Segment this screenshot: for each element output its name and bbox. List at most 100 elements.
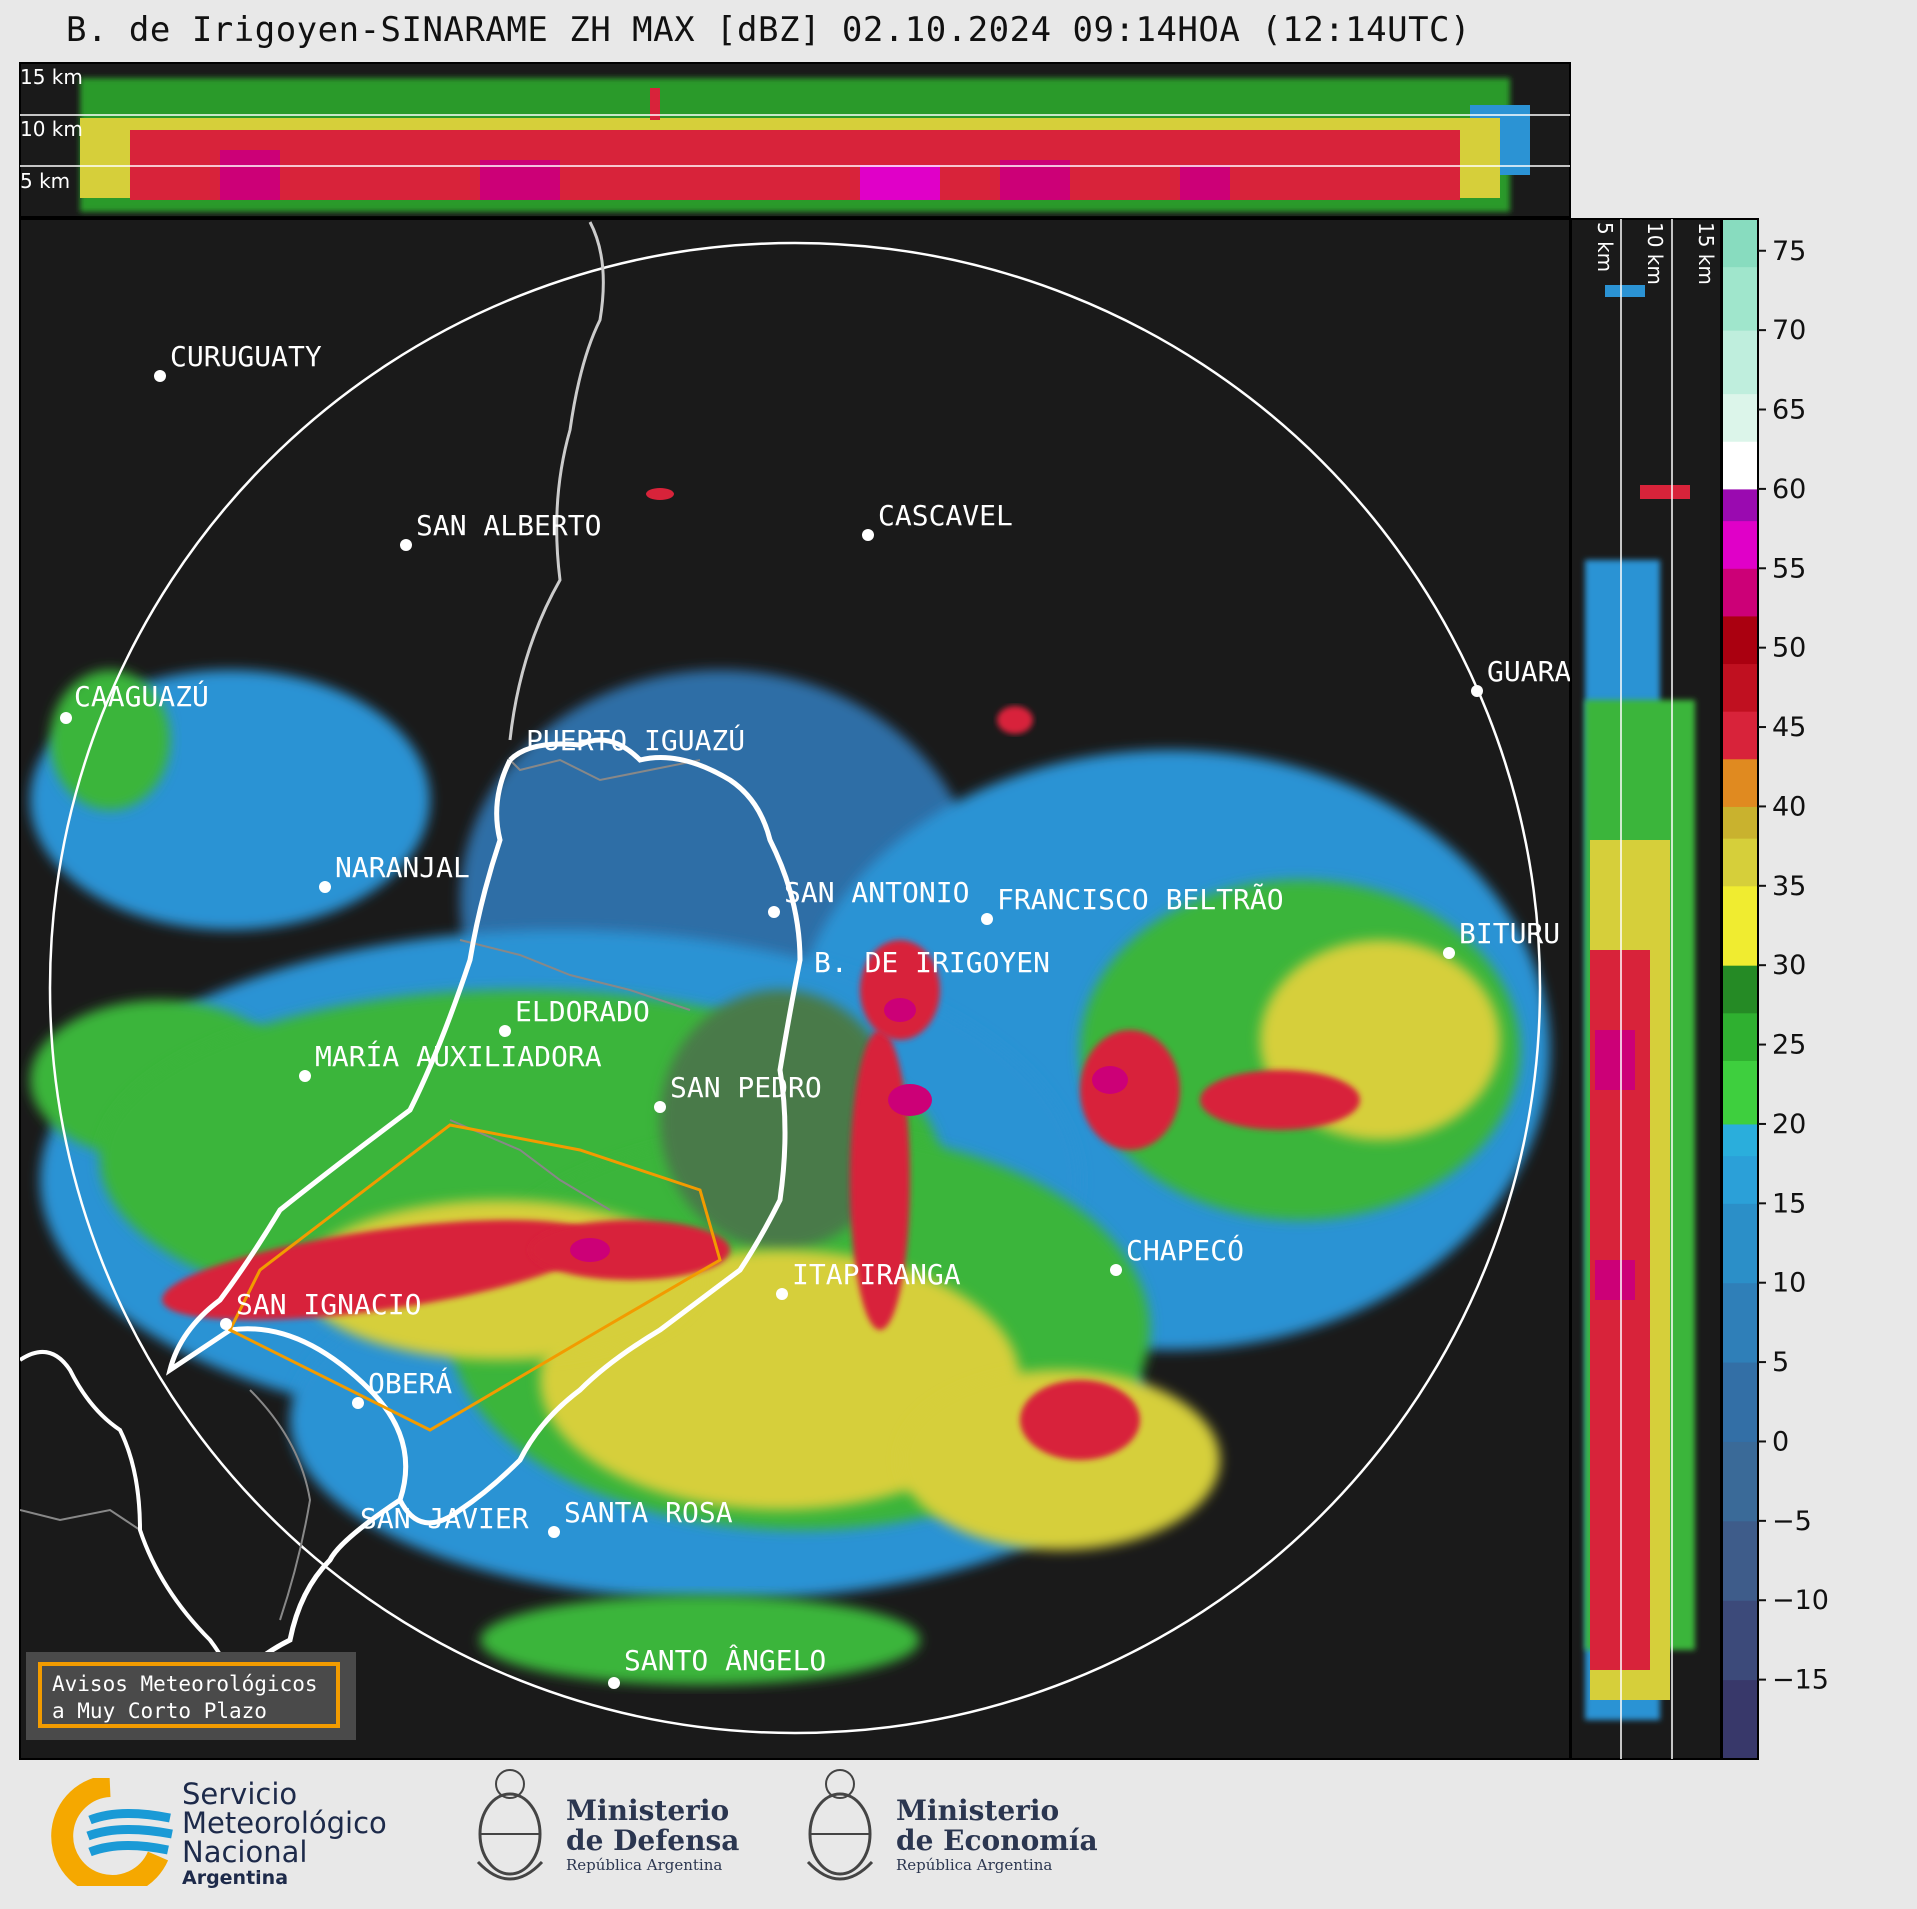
top-profile-echoes bbox=[80, 78, 1530, 212]
colorbar-segment bbox=[1722, 441, 1758, 490]
city-caaguazu: CAAGUAZÚ bbox=[60, 679, 209, 724]
city-curuguaty: CURUGUATY bbox=[154, 340, 322, 382]
city-santo-angelo: SANTO ÂNGELO bbox=[608, 1643, 826, 1689]
colorbar-tick-label: −5 bbox=[1772, 1506, 1812, 1537]
right-profile-label-10km: 10 km bbox=[1643, 222, 1667, 285]
colorbar-tick-label: 0 bbox=[1772, 1426, 1789, 1457]
svg-text:PUERTO IGUAZÚ: PUERTO IGUAZÚ bbox=[526, 723, 745, 757]
city-san-javier: SAN JAVIER bbox=[360, 1502, 529, 1535]
city-san-antonio: SAN ANTONIO bbox=[768, 876, 969, 918]
colorbar-tick-label: 35 bbox=[1772, 871, 1806, 902]
colorbar-segment bbox=[1722, 615, 1758, 665]
colorbar-tick-label: −15 bbox=[1772, 1665, 1829, 1696]
colorbar-tick-label: 50 bbox=[1772, 633, 1806, 664]
colorbar-segment bbox=[1722, 1679, 1758, 1760]
city-itapiranga: ITAPIRANGA bbox=[776, 1258, 961, 1300]
colorbar-tick-label: 20 bbox=[1772, 1109, 1806, 1140]
city-eldorado: ELDORADO bbox=[499, 995, 650, 1037]
defensa-title2: de Defensa bbox=[566, 1824, 740, 1857]
colorbar-segment bbox=[1722, 965, 1758, 1014]
borders bbox=[20, 221, 803, 1701]
right-profile-label-5km: 5 km bbox=[1593, 222, 1617, 272]
city-obera: OBERÁ bbox=[352, 1366, 452, 1409]
page-title: B. de Irigoyen-SINARAME ZH MAX [dBZ] 02.… bbox=[66, 10, 1471, 50]
colorbar-frame bbox=[1721, 218, 1759, 1760]
avisos-line2: a Muy Corto Plazo bbox=[52, 1699, 267, 1723]
colorbar-segment bbox=[1722, 838, 1758, 887]
colorbar-tick-label: 40 bbox=[1772, 791, 1806, 822]
colorbar-tick-label: 5 bbox=[1772, 1347, 1789, 1378]
svg-text:MARÍA AUXILIADORA: MARÍA AUXILIADORA bbox=[315, 1039, 602, 1073]
colorbar-tick-label: 65 bbox=[1772, 395, 1806, 426]
colorbar-segment bbox=[1722, 806, 1758, 839]
city-b-de-irigoyen: B. DE IRIGOYEN bbox=[814, 946, 1050, 979]
top-profile-label-15km: 15 km bbox=[20, 65, 83, 89]
right-profile-label-15km: 15 km bbox=[1694, 222, 1718, 285]
colorbar-segment bbox=[1722, 711, 1758, 760]
svg-text:ITAPIRANGA: ITAPIRANGA bbox=[792, 1258, 961, 1291]
city-layer: CURUGUATY SAN ALBERTO CASCAVEL CAAGUAZÚ … bbox=[60, 340, 1571, 1689]
smn-line1: Servicio bbox=[182, 1777, 298, 1811]
city-san-ignacio: SAN IGNACIO bbox=[220, 1288, 421, 1330]
colorbar-segment bbox=[1722, 1282, 1758, 1363]
reflectivity-field bbox=[30, 488, 1550, 1685]
svg-text:SAN ANTONIO: SAN ANTONIO bbox=[784, 876, 969, 909]
range-ring bbox=[48, 241, 1542, 1735]
top-profile-label-10km: 10 km bbox=[20, 117, 83, 141]
smn-line3: Nacional bbox=[182, 1835, 308, 1869]
coat-of-arms-economia-icon bbox=[806, 1769, 874, 1881]
colorbar-tick-label: 15 bbox=[1772, 1188, 1806, 1219]
city-san-pedro: SAN PEDRO bbox=[654, 1071, 822, 1113]
svg-text:CASCAVEL: CASCAVEL bbox=[878, 499, 1013, 532]
smn-line4: Argentina bbox=[182, 1867, 289, 1889]
defensa-sub: República Argentina bbox=[566, 1856, 723, 1874]
city-cascavel: CASCAVEL bbox=[862, 499, 1013, 541]
coat-of-arms-defensa-icon bbox=[476, 1769, 544, 1881]
colorbar-tick-label: 10 bbox=[1772, 1268, 1806, 1299]
colorbar-tick-label: 45 bbox=[1772, 712, 1806, 743]
colorbar-segment bbox=[1722, 885, 1758, 966]
right-profile-echoes bbox=[1585, 285, 1695, 1720]
colorbar-segment bbox=[1722, 1600, 1758, 1681]
warning-area bbox=[227, 1123, 722, 1432]
colorbar-segment bbox=[1722, 663, 1758, 712]
svg-text:NARANJAL: NARANJAL bbox=[335, 851, 470, 884]
avisos-button[interactable]: Avisos Meteorológicos a Muy Corto Plazo bbox=[38, 1662, 340, 1728]
smn-logo-icon bbox=[51, 1778, 173, 1886]
svg-text:BITURU: BITURU bbox=[1459, 917, 1560, 950]
svg-text:CAAGUAZÚ: CAAGUAZÚ bbox=[74, 679, 209, 713]
svg-text:B. DE IRIGOYEN: B. DE IRIGOYEN bbox=[814, 946, 1050, 979]
colorbar-segment bbox=[1722, 1155, 1758, 1204]
colorbar-tick-label: −10 bbox=[1772, 1585, 1829, 1616]
city-naranjal: NARANJAL bbox=[319, 851, 470, 893]
colorbar-segment bbox=[1722, 266, 1758, 331]
city-chapeco: CHAPECÓ bbox=[1110, 1233, 1244, 1276]
avisos-line1: Avisos Meteorológicos bbox=[52, 1672, 318, 1696]
top-profile-label-5km: 5 km bbox=[20, 169, 70, 193]
colorbar-segment bbox=[1722, 488, 1758, 522]
colorbar-segment bbox=[1722, 1441, 1758, 1522]
colorbar-segment bbox=[1722, 1123, 1758, 1157]
economia-title2: de Economía bbox=[896, 1824, 1098, 1857]
colorbar-tick-label: 75 bbox=[1772, 236, 1806, 267]
city-puerto-iguazu: PUERTO IGUAZÚ bbox=[526, 723, 745, 757]
colorbar-segment bbox=[1722, 219, 1758, 268]
city-maria-auxiliadora: MARÍA AUXILIADORA bbox=[299, 1039, 602, 1082]
economia-title1: Ministerio bbox=[896, 1794, 1060, 1827]
colorbar-segment bbox=[1722, 1203, 1758, 1284]
city-santa-rosa: SANTA ROSA bbox=[548, 1496, 733, 1538]
svg-text:ELDORADO: ELDORADO bbox=[515, 995, 650, 1028]
svg-text:CURUGUATY: CURUGUATY bbox=[170, 340, 322, 373]
colorbar-segment bbox=[1722, 1012, 1758, 1061]
city-san-alberto: SAN ALBERTO bbox=[400, 509, 601, 551]
colorbar-tick-label: 70 bbox=[1772, 315, 1806, 346]
colorbar-segment bbox=[1722, 1362, 1758, 1442]
colorbar-segment bbox=[1722, 330, 1758, 395]
smn-line2: Meteorológico bbox=[182, 1806, 387, 1840]
colorbar-tick-label: 30 bbox=[1772, 950, 1806, 981]
colorbar-segment bbox=[1722, 1060, 1758, 1125]
colorbar-tick-label: 60 bbox=[1772, 474, 1806, 505]
defensa-title1: Ministerio bbox=[566, 1794, 730, 1827]
svg-text:SANTO ÂNGELO: SANTO ÂNGELO bbox=[624, 1643, 826, 1677]
